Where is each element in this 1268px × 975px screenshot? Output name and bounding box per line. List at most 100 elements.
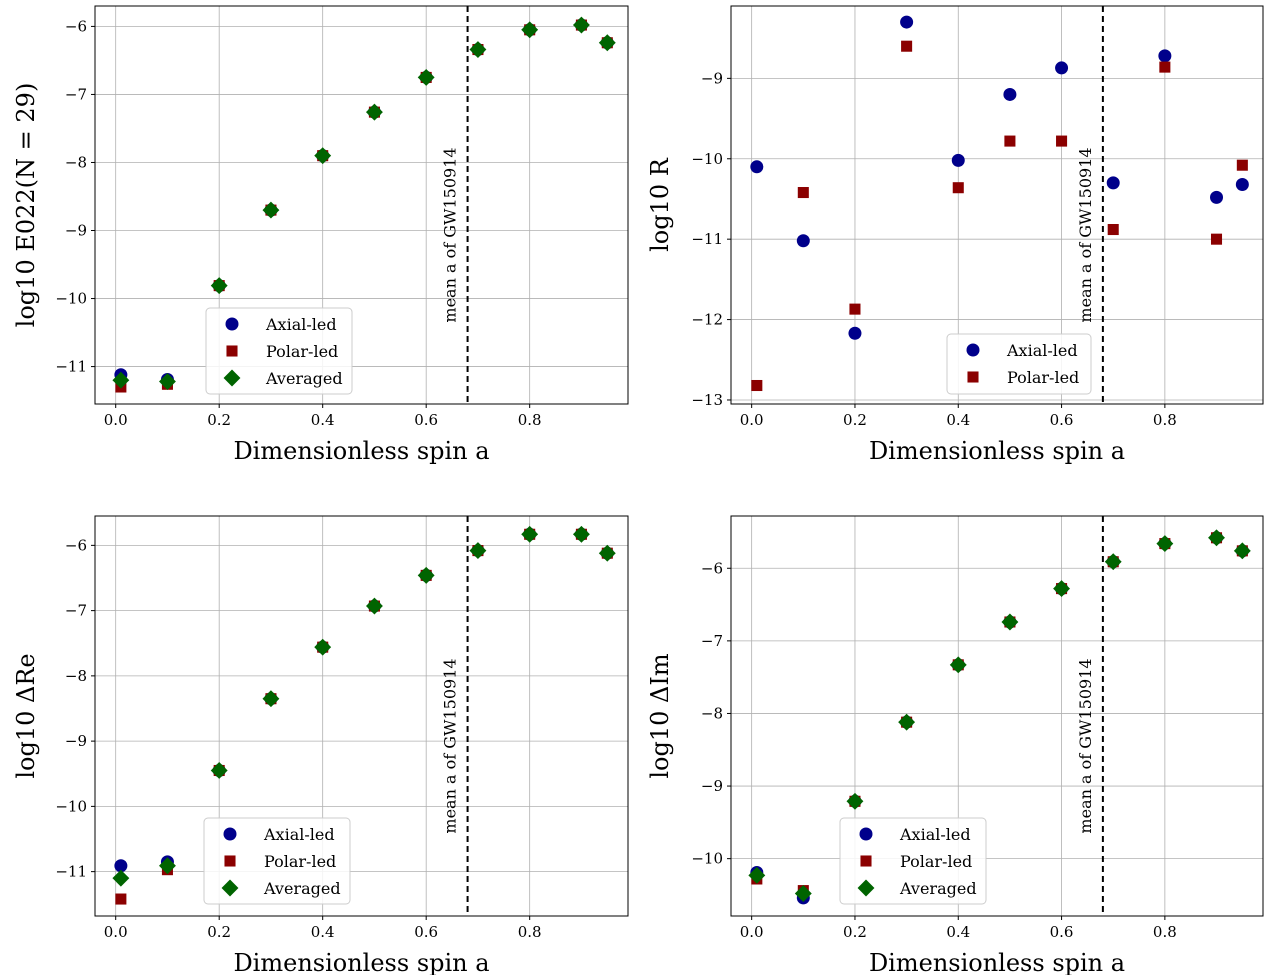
data-point [848,326,862,340]
data-point [1004,135,1016,147]
data-point [365,597,383,615]
data-point [1236,159,1248,171]
x-axis-title: Dimensionless spin a [233,949,489,975]
plot-frame [94,5,629,405]
data-point [114,859,128,873]
series-averaged [112,16,616,390]
legend-marker [226,345,238,357]
data-point [598,34,616,52]
plot-frame [730,515,1264,917]
x-tick-label: 0.0 [740,923,764,941]
y-tick-label: −13 [691,391,723,409]
legend-marker [860,855,872,867]
y-tick-label: −11 [55,863,87,881]
data-point [748,866,766,884]
y-tick-label: −9 [65,732,87,750]
series-averaged [748,529,1251,902]
data-point [949,656,967,674]
x-tick-label: 0.4 [311,923,335,941]
y-tick-label: −7 [701,632,723,650]
x-tick-label: 0.4 [946,923,970,941]
y-axis-title: log10 E022(N = 29) [12,83,40,328]
legend-entry: Polar-led [266,342,338,361]
legend-box [946,333,1092,395]
x-tick-label: 0.2 [843,923,867,941]
data-point [898,713,916,731]
y-axis-title: log10 R [646,157,674,252]
legend-box [205,307,353,395]
legend-box [839,817,987,905]
x-axis-title: Dimensionless spin a [869,949,1125,975]
y-tick-label: −6 [65,17,87,35]
data-point [1104,553,1122,571]
data-point [1055,61,1069,75]
legend-entry: Polar-led [900,852,972,871]
y-tick-label: −6 [701,559,723,577]
data-point [1235,177,1249,191]
data-point [210,277,228,295]
chart-panel-3: mean a of GW150914 0.0 0.2 0.4 0.6 0.8 −11 −10 −… [12,515,629,975]
series-axial-led [114,18,614,387]
x-tick-label: 0.2 [843,411,867,429]
legend-marker [967,371,979,383]
x-tick-label: 0.8 [518,411,542,429]
y-axis-title: log10 ΔIm [646,653,674,778]
legend-entry: Averaged [263,879,341,898]
y-tick-label: −10 [691,150,723,168]
x-tick-label: 0.0 [104,411,128,429]
data-point [598,544,616,562]
legend-marker [221,879,239,897]
data-point [1106,176,1120,190]
data-point [262,201,280,219]
legend-marker [857,879,875,897]
data-point [796,234,810,248]
y-tick-label: −11 [691,230,723,248]
x-tick-label: 0.4 [311,411,335,429]
legend-entry: Axial-led [263,825,335,844]
x-tick-label: 0.0 [740,411,764,429]
y-tick-label: −8 [701,704,723,722]
series-polar-led [115,528,613,905]
chart-panel-2: mean a of GW150914 0.0 0.2 0.4 0.6 0.8 −13 −12 −… [646,5,1264,465]
data-point [417,68,435,86]
data-point [1107,223,1119,236]
series-polar-led [115,19,613,393]
data-point [1210,233,1223,245]
series-axial-led [114,527,614,873]
data-point [797,187,809,199]
data-point [314,147,332,165]
legend-entry: Averaged [265,369,343,388]
legend-entry: Averaged [899,879,977,898]
data-point [572,16,590,34]
x-tick-label: 0.6 [1050,923,1074,941]
legend: Axial-led Polar-led [946,333,1092,395]
data-point [572,525,590,543]
legend-marker [223,369,241,387]
data-point [1233,542,1251,560]
data-point [901,40,913,52]
legend-marker [966,343,980,357]
y-axis-title: log10 ΔRe [12,653,40,778]
y-tick-label: −10 [691,850,723,868]
chart-panel-4: mean a of GW150914 0.0 0.2 0.4 0.6 0.8 −10 −9 −8… [646,515,1264,975]
data-point [1156,535,1174,553]
data-point [952,182,964,194]
data-point [1208,529,1225,547]
legend: Axial-led Polar-led Averaged [839,817,987,905]
series-polar-led [751,532,1248,897]
legend: Axial-led Polar-led Averaged [203,817,351,905]
plot-frame [730,5,1264,405]
chart-panel-1: mean a of GW150914 0.0 0.2 0.4 0.6 0.8 −11 −10 −… [12,5,629,465]
legend-entry: Polar-led [1007,368,1079,387]
series-polar-led [751,40,1248,392]
legend-marker [225,317,239,331]
x-tick-label: 0.8 [518,923,542,941]
data-point [314,638,332,656]
y-tick-label: −10 [55,797,87,815]
data-point [115,893,127,905]
x-axis-title: Dimensionless spin a [869,437,1125,465]
series-axial-led [750,15,1249,340]
legend: Axial-led Polar-led Averaged [205,307,353,395]
data-point [158,373,176,390]
